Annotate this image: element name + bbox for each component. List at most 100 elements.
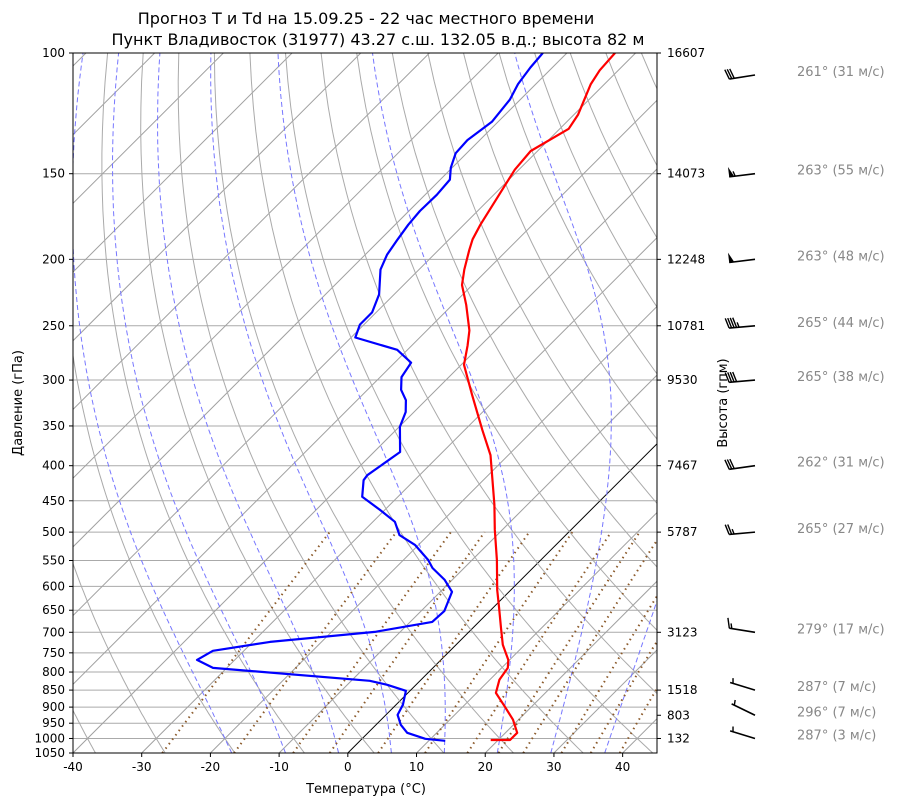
wind-label: 265° (27 м/с)	[797, 522, 885, 537]
barb-full	[724, 524, 730, 535]
y-tick-label: 1000	[34, 731, 65, 745]
moist-adiabat	[372, 53, 515, 753]
x-tick-label: -10	[269, 760, 289, 774]
isotherm	[73, 53, 499, 479]
wind-label: 287° (3 м/с)	[797, 728, 876, 743]
isotherm	[416, 511, 657, 753]
isotherm	[484, 580, 657, 753]
barb-staff	[729, 627, 756, 634]
mixing-ratio-line	[589, 639, 657, 753]
barb-full	[727, 317, 733, 329]
barb-half	[730, 623, 733, 629]
plot-frame	[72, 52, 658, 754]
barb-half	[731, 528, 735, 535]
isotherm	[210, 305, 657, 753]
barb-full	[724, 372, 730, 383]
y-tick-label: 450	[42, 494, 65, 508]
moist-adiabat	[514, 53, 612, 753]
barb-staff	[729, 681, 756, 691]
barb-half	[736, 322, 740, 328]
height-tick-label: 3123	[667, 625, 698, 639]
dry-adiabat	[605, 53, 657, 167]
barb-full	[724, 459, 730, 470]
y-tick-label: 250	[42, 319, 65, 333]
x-tick-label: -20	[201, 760, 221, 774]
height-tick-label: 10781	[667, 319, 705, 333]
wind-barb	[729, 678, 756, 691]
x-tick-label: 40	[615, 760, 630, 774]
y-tick-label: 600	[42, 579, 65, 593]
moist-adiabat	[277, 53, 446, 753]
temperature-line	[460, 53, 616, 742]
barb-full	[726, 459, 733, 470]
isotherm	[73, 53, 293, 273]
y-tick-label: 1050	[34, 746, 65, 760]
background-lines	[73, 53, 900, 753]
mixing-ratio-line	[377, 531, 531, 753]
chart-subtitle: Пункт Владивосток (31977) 43.27 с.ш. 132…	[111, 30, 644, 49]
dry-adiabat	[784, 53, 900, 753]
y-axis-label: Давление (гПа)	[11, 350, 26, 456]
y-tick-label: 300	[42, 373, 65, 387]
x-axis-label: Температура (°C)	[305, 782, 426, 797]
dry-adiabat	[320, 53, 657, 695]
barb-staff	[729, 730, 756, 740]
x-tick-label: 10	[409, 760, 424, 774]
dry-adiabat	[140, 53, 375, 753]
wind-label: 263° (48 м/с)	[797, 249, 885, 264]
wind-label: 296° (7 м/с)	[797, 705, 876, 720]
isotherm	[73, 168, 657, 753]
moist-adiabat	[604, 599, 657, 753]
y-tick-label: 550	[42, 554, 65, 568]
wind-label: 263° (55 м/с)	[797, 164, 885, 179]
moist-adiabat	[111, 53, 286, 753]
isotherm	[622, 717, 657, 753]
barb-full	[729, 317, 735, 328]
barb-full	[727, 372, 733, 383]
y-tick-label: 900	[42, 700, 65, 714]
x-tick-label: 20	[478, 760, 493, 774]
barb-full	[732, 317, 738, 328]
y-tick-label: 400	[42, 459, 65, 473]
isotherm	[73, 99, 657, 686]
x-tick-label: 0	[344, 760, 352, 774]
isotherm	[73, 53, 430, 411]
y-tick-label: 700	[42, 625, 65, 639]
y-tick-label: 950	[42, 716, 65, 730]
height-tick-label: 5787	[667, 525, 698, 539]
dry-adiabat	[285, 53, 654, 753]
wind-barb	[727, 166, 756, 178]
dry-adiabat	[713, 53, 900, 753]
x-tick-label: 30	[546, 760, 561, 774]
moist-adiabat	[210, 53, 392, 753]
mixing-ratio-line	[560, 594, 657, 753]
profiles	[195, 53, 616, 742]
isotherm	[73, 53, 224, 205]
wind-label: 261° (31 м/с)	[797, 65, 885, 80]
height-tick-label: 14073	[667, 167, 705, 181]
wind-label: 279° (17 м/с)	[797, 622, 885, 637]
barb-full	[726, 68, 733, 79]
wind-label: 287° (7 м/с)	[797, 680, 876, 695]
height-tick-label: 16607	[667, 46, 705, 60]
moist-adiabat	[73, 53, 233, 753]
barb-full	[732, 371, 738, 382]
barb-staff	[731, 703, 756, 716]
height-tick-label: 1518	[667, 683, 698, 697]
barb-full	[724, 69, 730, 80]
dry-adiabat	[73, 562, 166, 753]
dry-adiabat	[677, 53, 900, 753]
barb-half	[732, 171, 736, 177]
mixing-ratio-line	[233, 531, 398, 753]
y-tick-label: 500	[42, 525, 65, 539]
y-tick-label: 650	[42, 603, 65, 617]
dewpoint-line	[195, 53, 544, 742]
y-axis-right-label: Высота (гпм)	[716, 358, 731, 447]
wind-barb	[724, 317, 756, 329]
mixing-ratio-line	[424, 531, 574, 753]
dry-adiabat	[427, 53, 657, 505]
dry-adiabat	[177, 53, 445, 753]
barb-full	[729, 458, 735, 469]
y-tick-label: 350	[42, 419, 65, 433]
